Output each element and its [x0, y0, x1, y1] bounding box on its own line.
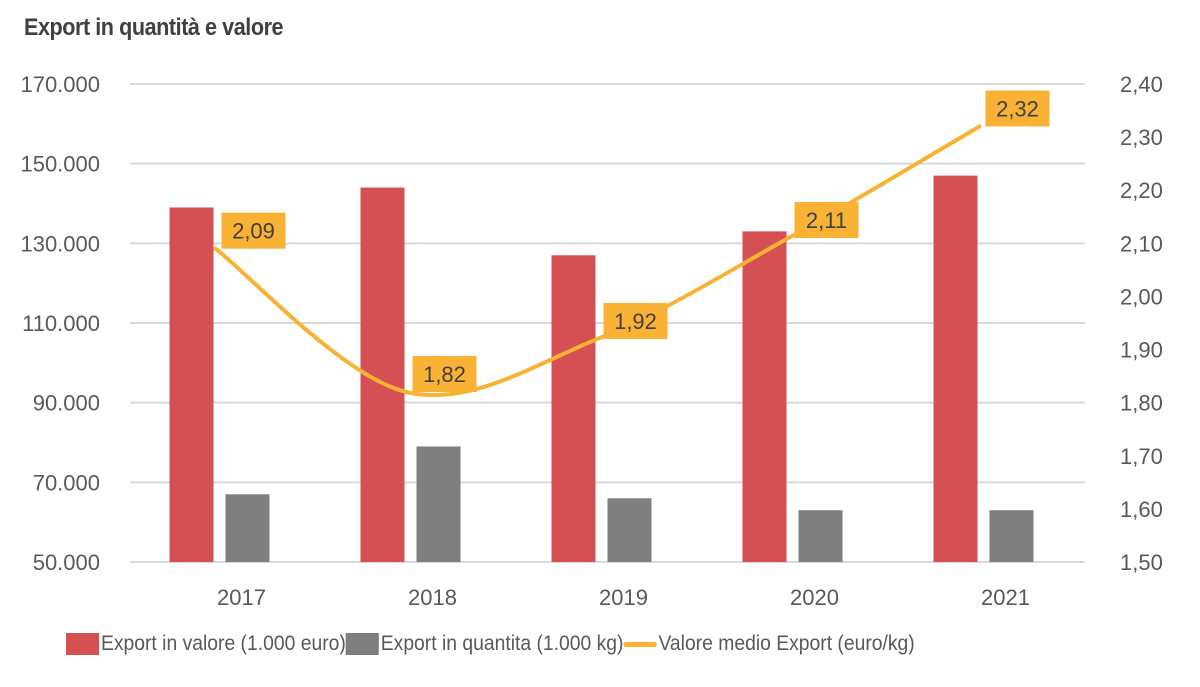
legend-item-valore: Export in valore (1.000 euro)	[66, 632, 346, 656]
bar-export-quantita	[798, 510, 843, 562]
y-right-tick-label: 1,70	[1120, 444, 1163, 469]
data-label: 1,92	[614, 309, 657, 334]
y-right-tick-label: 1,80	[1120, 391, 1163, 416]
bar-export-quantita	[989, 510, 1034, 562]
bars	[169, 175, 1034, 563]
x-tick-label: 2018	[408, 585, 457, 610]
y-right-tick-label: 2,40	[1120, 72, 1163, 97]
legend-label-valore-medio: Valore medio Export (euro/kg)	[658, 632, 915, 655]
y-right-tick-label: 2,00	[1120, 284, 1163, 309]
legend-swatch-valore	[66, 633, 100, 655]
y-left-tick-label: 70.000	[33, 470, 100, 495]
data-label-box	[794, 202, 859, 239]
bar-export-valore	[742, 231, 787, 562]
data-label: 2,09	[232, 219, 275, 244]
legend-swatch-valore-medio	[623, 641, 657, 647]
legend-item-quantita: Export in quantita (1.000 kg)	[345, 632, 624, 656]
data-labels: 2,09 1,82 1,92 2,11 2,32	[221, 90, 1050, 393]
y-axis-left: 50.000 70.000 90.000 110.000 130.000 150.000 1…	[20, 72, 100, 575]
legend-label-quantita: Export in quantita (1.000 kg)	[380, 632, 624, 655]
x-tick-label: 2021	[981, 585, 1030, 610]
data-label: 1,82	[423, 362, 466, 387]
x-axis: 2017 2018 2019 2020 2021	[217, 585, 1030, 610]
x-tick-label: 2020	[790, 585, 839, 610]
x-tick-label: 2019	[599, 585, 648, 610]
legend: Export in valore (1.000 euro) Export in …	[66, 632, 915, 656]
y-left-tick-label: 130.000	[20, 231, 100, 256]
gridlines	[130, 83, 1085, 563]
data-label-box	[221, 212, 286, 249]
legend-item-valore-medio: Valore medio Export (euro/kg)	[623, 632, 915, 656]
data-label-box	[603, 302, 668, 339]
line-valore-medio	[213, 124, 982, 398]
y-right-tick-label: 2,10	[1120, 231, 1163, 256]
chart-title: Export in quantità e valore	[24, 14, 284, 41]
y-right-tick-label: 1,90	[1120, 338, 1163, 363]
y-right-tick-label: 1,60	[1120, 497, 1163, 522]
bar-export-quantita	[416, 446, 461, 562]
legend-swatch-quantita	[345, 633, 379, 655]
legend-label-valore: Export in valore (1.000 euro)	[100, 632, 346, 655]
y-left-tick-label: 50.000	[33, 550, 100, 575]
x-tick-label: 2017	[217, 585, 266, 610]
y-axis-right: 1,50 1,60 1,70 1,80 1,90 2,00 2,10 2,20 2,30 2,40	[1120, 72, 1163, 575]
y-left-tick-label: 170.000	[20, 72, 100, 97]
data-label: 2,32	[996, 96, 1039, 121]
bar-export-valore	[169, 207, 214, 562]
data-label-box	[985, 90, 1050, 127]
y-right-tick-label: 2,30	[1120, 125, 1163, 150]
bar-export-quantita	[607, 498, 652, 562]
bar-export-valore	[551, 255, 596, 563]
y-right-tick-label: 2,20	[1120, 178, 1163, 203]
data-label: 2,11	[806, 208, 847, 233]
line-series	[213, 124, 982, 398]
y-left-tick-label: 150.000	[20, 152, 100, 177]
data-label-box	[412, 356, 477, 393]
y-right-tick-label: 1,50	[1120, 550, 1163, 575]
bar-export-quantita	[225, 494, 270, 562]
bar-export-valore	[933, 175, 978, 562]
y-left-tick-label: 110.000	[22, 311, 100, 336]
y-left-tick-label: 90.000	[33, 391, 100, 416]
